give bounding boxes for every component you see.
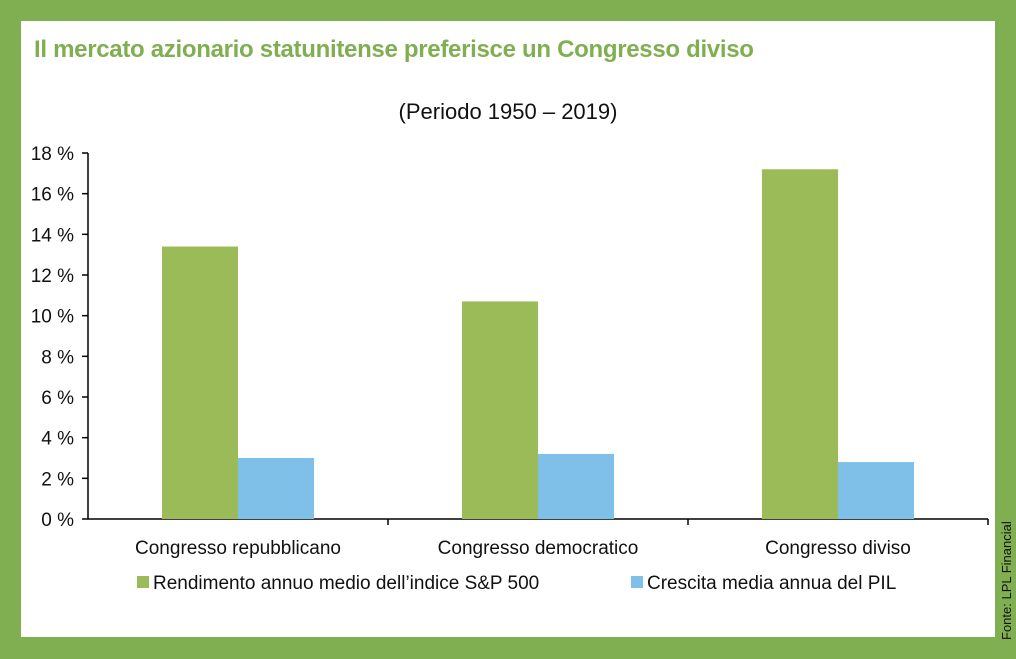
category-label: Congresso diviso (765, 538, 911, 559)
bar (462, 301, 538, 519)
y-tick-label: 10 % (31, 307, 74, 328)
legend-label: Crescita media annua del PIL (647, 573, 896, 594)
chart-title: Il mercato azionario statunitense prefer… (34, 36, 754, 63)
bar (762, 169, 838, 519)
bar (162, 246, 238, 520)
y-tick-label: 18 % (31, 144, 74, 165)
chart-subtitle: (Periodo 1950 – 2019) (398, 99, 618, 124)
category-label: Congresso repubblicano (135, 538, 341, 559)
legend-label: Rendimento annuo medio dell’indice S&P 5… (153, 573, 539, 594)
y-tick-label: 16 % (31, 185, 74, 206)
y-tick-label: 4 % (41, 429, 74, 450)
bar (238, 458, 314, 519)
category-label: Congresso democratico (438, 538, 639, 559)
y-tick-label: 6 % (41, 388, 74, 409)
bar (538, 453, 614, 519)
bar (838, 462, 914, 519)
legend-swatch (631, 576, 643, 588)
legend-swatch (137, 576, 149, 588)
y-tick-label: 12 % (31, 266, 74, 287)
y-tick-label: 8 % (41, 347, 74, 368)
y-tick-label: 2 % (41, 469, 74, 490)
y-tick-label: 0 % (41, 510, 74, 531)
y-tick-label: 14 % (31, 225, 74, 246)
